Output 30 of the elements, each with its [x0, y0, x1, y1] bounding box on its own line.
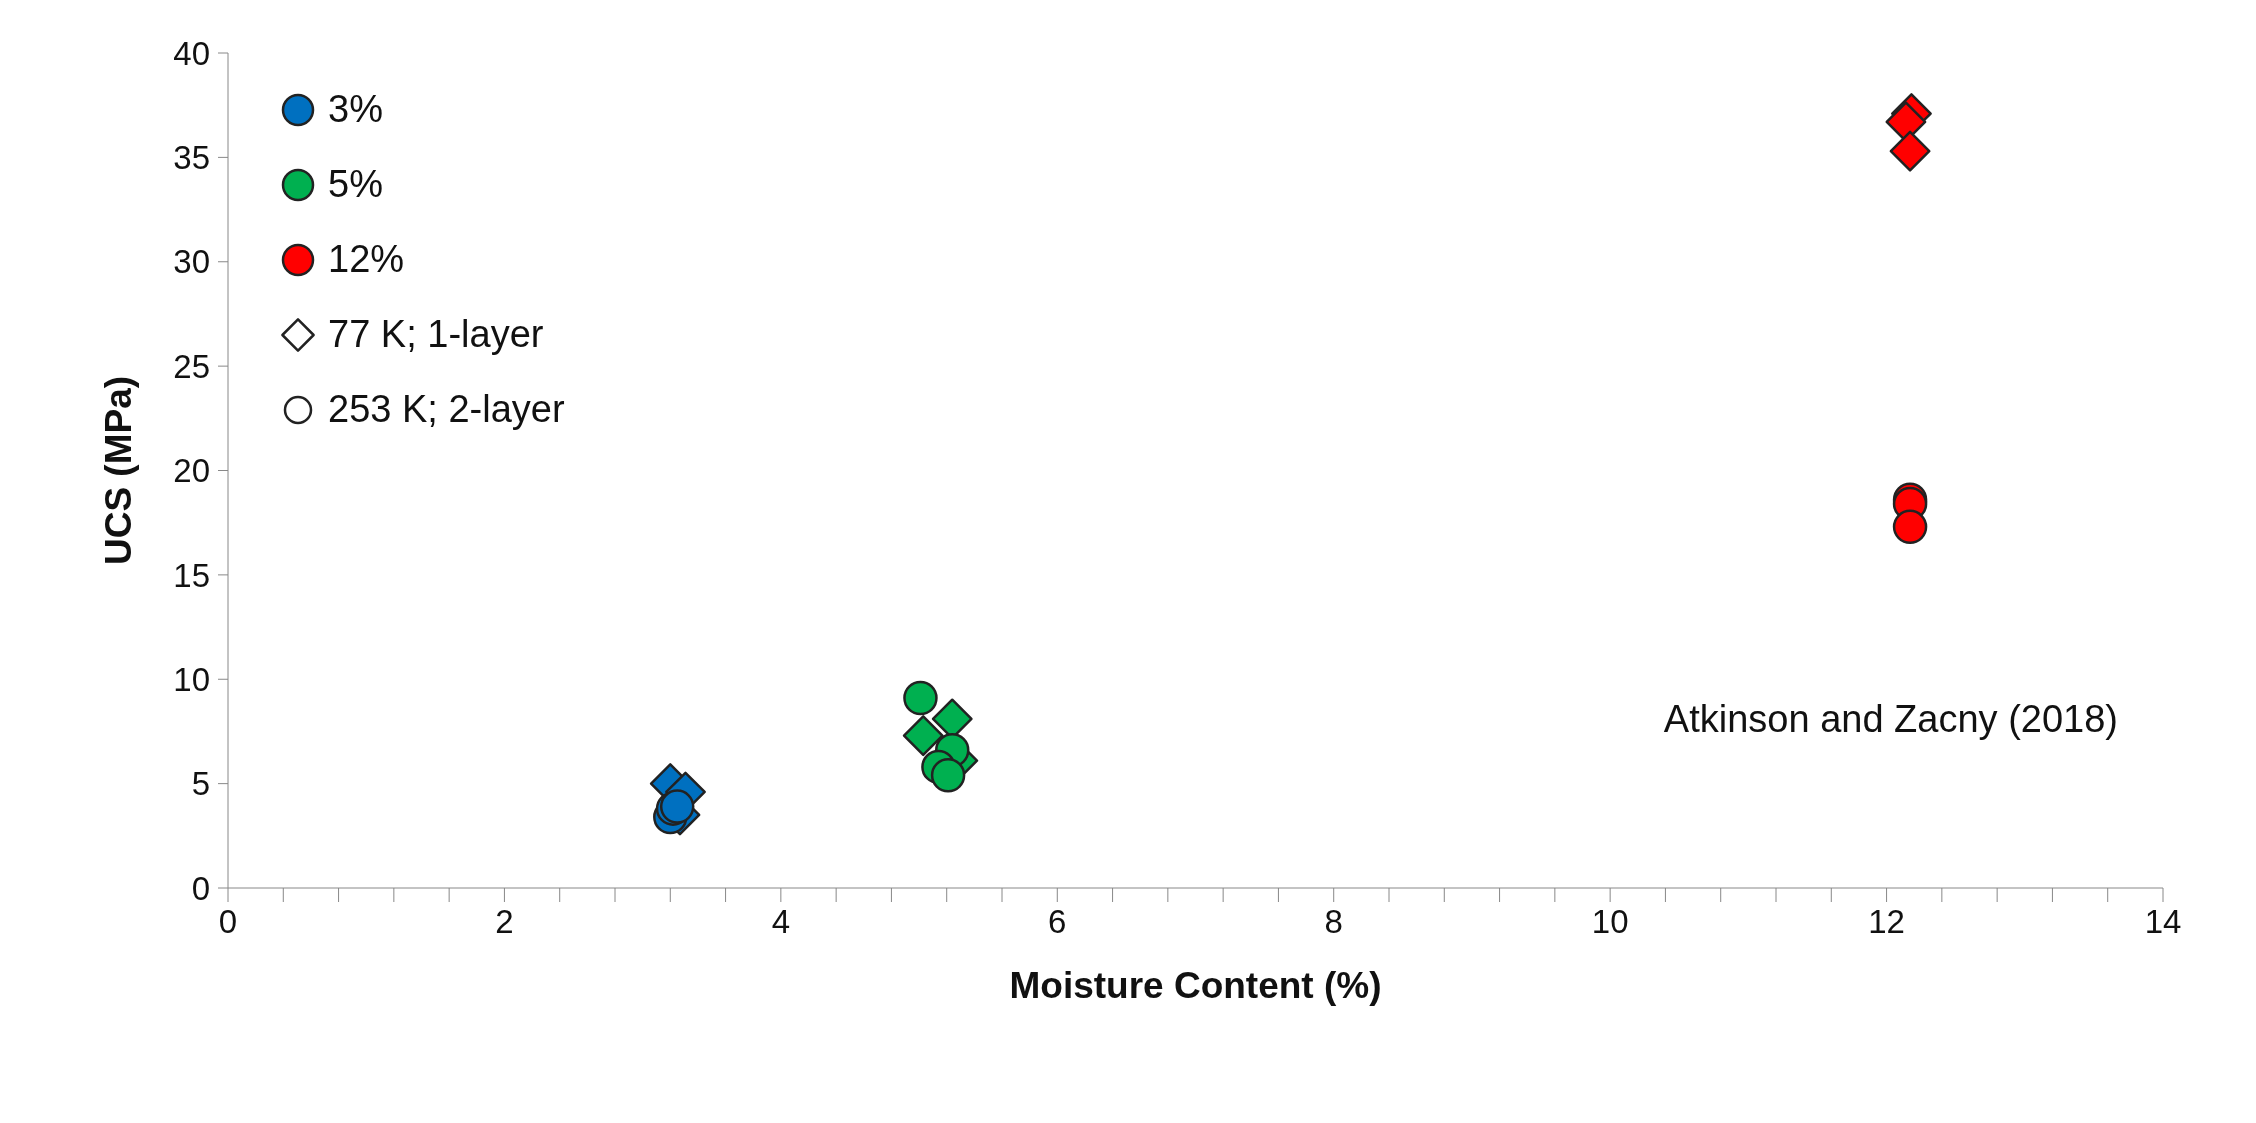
point [930, 758, 966, 793]
annotation: Atkinson and Zacny (2018) [1663, 698, 2118, 741]
y-tick-label: 10 [173, 660, 210, 698]
x-tick-label: 4 [771, 903, 791, 941]
x-tick-label: 10 [1591, 903, 1629, 941]
point [903, 680, 938, 716]
y-tick-label: 15 [173, 556, 210, 594]
legend-label: 253 K; 2-layer [328, 387, 565, 432]
y-tick-label: 0 [191, 869, 210, 907]
x-tick-label: 2 [495, 903, 514, 941]
legend-label: 3% [328, 87, 383, 132]
x-tick-label: 14 [2144, 903, 2182, 941]
y-tick-label: 5 [191, 765, 210, 803]
x-tick-label: 0 [218, 903, 238, 941]
point [902, 715, 944, 757]
legend-label: 5% [328, 162, 383, 207]
y-tick-label: 30 [173, 243, 210, 281]
x-tick-label: 12 [1868, 903, 1905, 941]
y-axis-title: UCS (MPa) [98, 375, 140, 566]
y-tick-label: 40 [173, 34, 210, 72]
x-axis-title: Moisture Content (%) [1009, 965, 1382, 1006]
x-tick-label: 8 [1324, 903, 1343, 941]
x-tick-label: 6 [1048, 903, 1067, 941]
legend-label: 12% [328, 237, 405, 282]
y-tick-label: 20 [173, 452, 210, 490]
legend-label: 77 K; 1-layer [328, 312, 544, 357]
point [1889, 130, 1931, 172]
y-tick-label: 25 [173, 347, 210, 385]
y-tick-label: 35 [173, 139, 210, 177]
point [1892, 509, 1928, 545]
